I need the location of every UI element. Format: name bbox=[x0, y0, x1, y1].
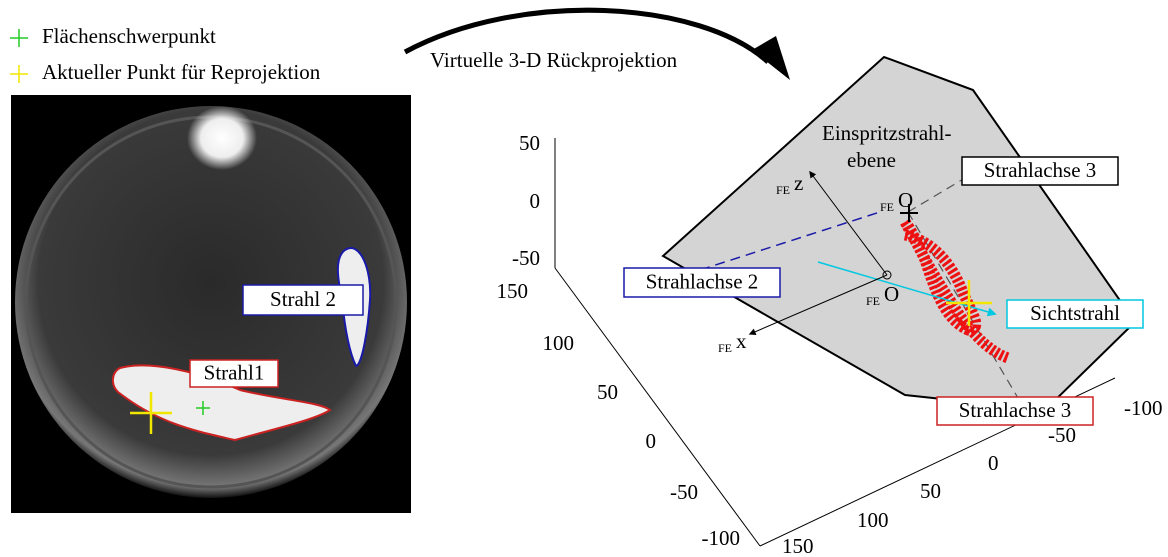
frame-label: z bbox=[794, 171, 803, 195]
injection-plane bbox=[663, 57, 1135, 410]
y-tick-label: 100 bbox=[543, 331, 575, 355]
frame-label: O bbox=[898, 188, 913, 212]
jet-label: Strahl 2 bbox=[270, 287, 336, 311]
legend-marker bbox=[10, 29, 28, 47]
frame-subscript: FE bbox=[718, 341, 732, 355]
y-tick-label: 50 bbox=[597, 380, 618, 404]
y-tick-label: -50 bbox=[670, 480, 698, 504]
x-tick-label: -50 bbox=[1048, 423, 1076, 447]
plane-label: Einspritzstrahl- bbox=[822, 121, 951, 145]
callout: Strahlachse 3 bbox=[959, 398, 1072, 422]
callout: Strahlachse 2 bbox=[646, 269, 759, 293]
y-tick-label: 0 bbox=[646, 429, 657, 453]
x-tick-label: -100 bbox=[1124, 396, 1163, 420]
x-tick-label: 100 bbox=[857, 508, 889, 532]
z-tick-label: -50 bbox=[512, 246, 540, 270]
callout: Strahlachse 3 bbox=[984, 158, 1097, 182]
x-tick-label: 150 bbox=[782, 534, 814, 557]
frame-subscript: FE bbox=[880, 200, 894, 214]
frame-label: x bbox=[736, 329, 747, 353]
frame-subscript: FE bbox=[866, 294, 880, 308]
jet-label: Strahl1 bbox=[204, 360, 265, 384]
z-tick-label: 50 bbox=[519, 131, 540, 155]
callout: Sichtstrahl bbox=[1030, 301, 1120, 325]
figure: Flächenschwerpunkt Aktueller Punkt für Re… bbox=[0, 0, 1168, 557]
x-tick-label: 50 bbox=[920, 479, 941, 503]
arrow-label: Virtuelle 3-D Rückprojektion bbox=[430, 48, 678, 72]
y-axis bbox=[555, 268, 760, 546]
frame-subscript: FE bbox=[776, 183, 790, 197]
legend-marker bbox=[10, 65, 28, 83]
y-tick-label: -100 bbox=[702, 526, 741, 550]
legend-label: Aktueller Punkt für Reprojektion bbox=[42, 60, 321, 84]
x-tick-label: 0 bbox=[988, 451, 999, 475]
legend-label: Flächenschwerpunkt bbox=[42, 24, 216, 48]
y-tick-label: 150 bbox=[497, 279, 529, 303]
z-tick-label: 0 bbox=[530, 189, 541, 213]
bright-spot bbox=[187, 106, 257, 170]
frame-label: O bbox=[884, 282, 899, 306]
arrow-head bbox=[752, 36, 790, 80]
plane-label: ebene bbox=[847, 148, 896, 172]
